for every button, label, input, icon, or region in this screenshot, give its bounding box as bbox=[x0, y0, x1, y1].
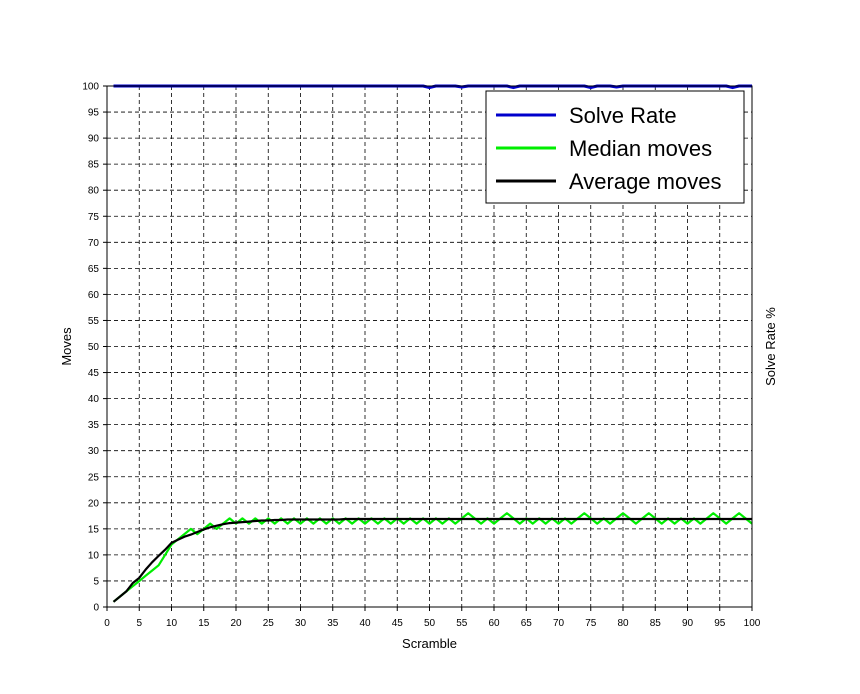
y-tick-label: 20 bbox=[88, 498, 100, 509]
plot-area-border bbox=[106, 85, 753, 608]
y2-axis-title: Solve Rate % bbox=[763, 307, 778, 386]
x-tick-label: 75 bbox=[585, 618, 597, 629]
y-tick-label: 45 bbox=[88, 368, 100, 379]
x-tick-label: 20 bbox=[230, 618, 242, 629]
x-tick-label: 25 bbox=[263, 618, 275, 629]
legend-label: Median moves bbox=[569, 136, 712, 161]
x-tick-label: 35 bbox=[327, 618, 339, 629]
y-tick-label: 80 bbox=[88, 186, 100, 197]
y-tick-label: 100 bbox=[82, 82, 99, 93]
y-tick-label: 70 bbox=[88, 238, 100, 249]
x-tick-label: 85 bbox=[650, 618, 662, 629]
y-tick-label: 60 bbox=[88, 290, 100, 301]
y-tick-label: 5 bbox=[93, 576, 99, 587]
x-tick-label: 50 bbox=[424, 618, 436, 629]
y-tick-label: 40 bbox=[88, 394, 100, 405]
x-tick-label: 80 bbox=[617, 618, 629, 629]
legend-label: Solve Rate bbox=[569, 103, 677, 128]
x-tick-label: 100 bbox=[744, 618, 761, 629]
y-axis-title: Moves bbox=[59, 327, 74, 366]
x-tick-label: 0 bbox=[104, 618, 110, 629]
y-tick-label: 75 bbox=[88, 212, 100, 223]
y-tick-label: 50 bbox=[88, 342, 100, 353]
y-tick-label: 10 bbox=[88, 550, 100, 561]
y-tick-label: 90 bbox=[88, 134, 100, 145]
x-axis-title: Scramble bbox=[402, 636, 457, 651]
y-tick-label: 30 bbox=[88, 446, 100, 457]
series-line-average-moves bbox=[112, 517, 752, 603]
y-tick-label: 25 bbox=[88, 472, 100, 483]
x-axis-ticks: 0 5 10 15 20 25 30 35 40 45 50 55 60 65 70 75 80 85 90 95 10… bbox=[104, 607, 761, 629]
x-tick-label: 5 bbox=[136, 618, 142, 629]
y-tick-label: 85 bbox=[88, 160, 100, 171]
y-tick-label: 55 bbox=[88, 316, 100, 327]
x-tick-label: 45 bbox=[392, 618, 404, 629]
x-tick-label: 55 bbox=[456, 618, 468, 629]
x-tick-label: 10 bbox=[166, 618, 178, 629]
x-tick-label: 30 bbox=[295, 618, 307, 629]
y-tick-label: 15 bbox=[88, 524, 100, 535]
x-tick-label: 40 bbox=[359, 618, 371, 629]
y-axis-ticks: 0 5 10 15 20 25 30 35 40 45 50 55 60 65 70 75 80 85 90 95 10… bbox=[82, 82, 107, 614]
x-tick-label: 95 bbox=[714, 618, 726, 629]
x-tick-label: 70 bbox=[553, 618, 565, 629]
x-tick-label: 65 bbox=[521, 618, 533, 629]
legend: Solve Rate Median moves Average moves bbox=[485, 90, 745, 204]
y-tick-label: 0 bbox=[93, 603, 99, 614]
legend-label: Average moves bbox=[569, 169, 721, 194]
y-tick-label: 95 bbox=[88, 108, 100, 119]
series-line-median-moves bbox=[112, 512, 753, 603]
x-tick-label: 60 bbox=[488, 618, 500, 629]
x-tick-label: 90 bbox=[682, 618, 694, 629]
x-tick-label: 15 bbox=[198, 618, 210, 629]
y-tick-label: 35 bbox=[88, 420, 100, 431]
y-tick-label: 65 bbox=[88, 264, 100, 275]
